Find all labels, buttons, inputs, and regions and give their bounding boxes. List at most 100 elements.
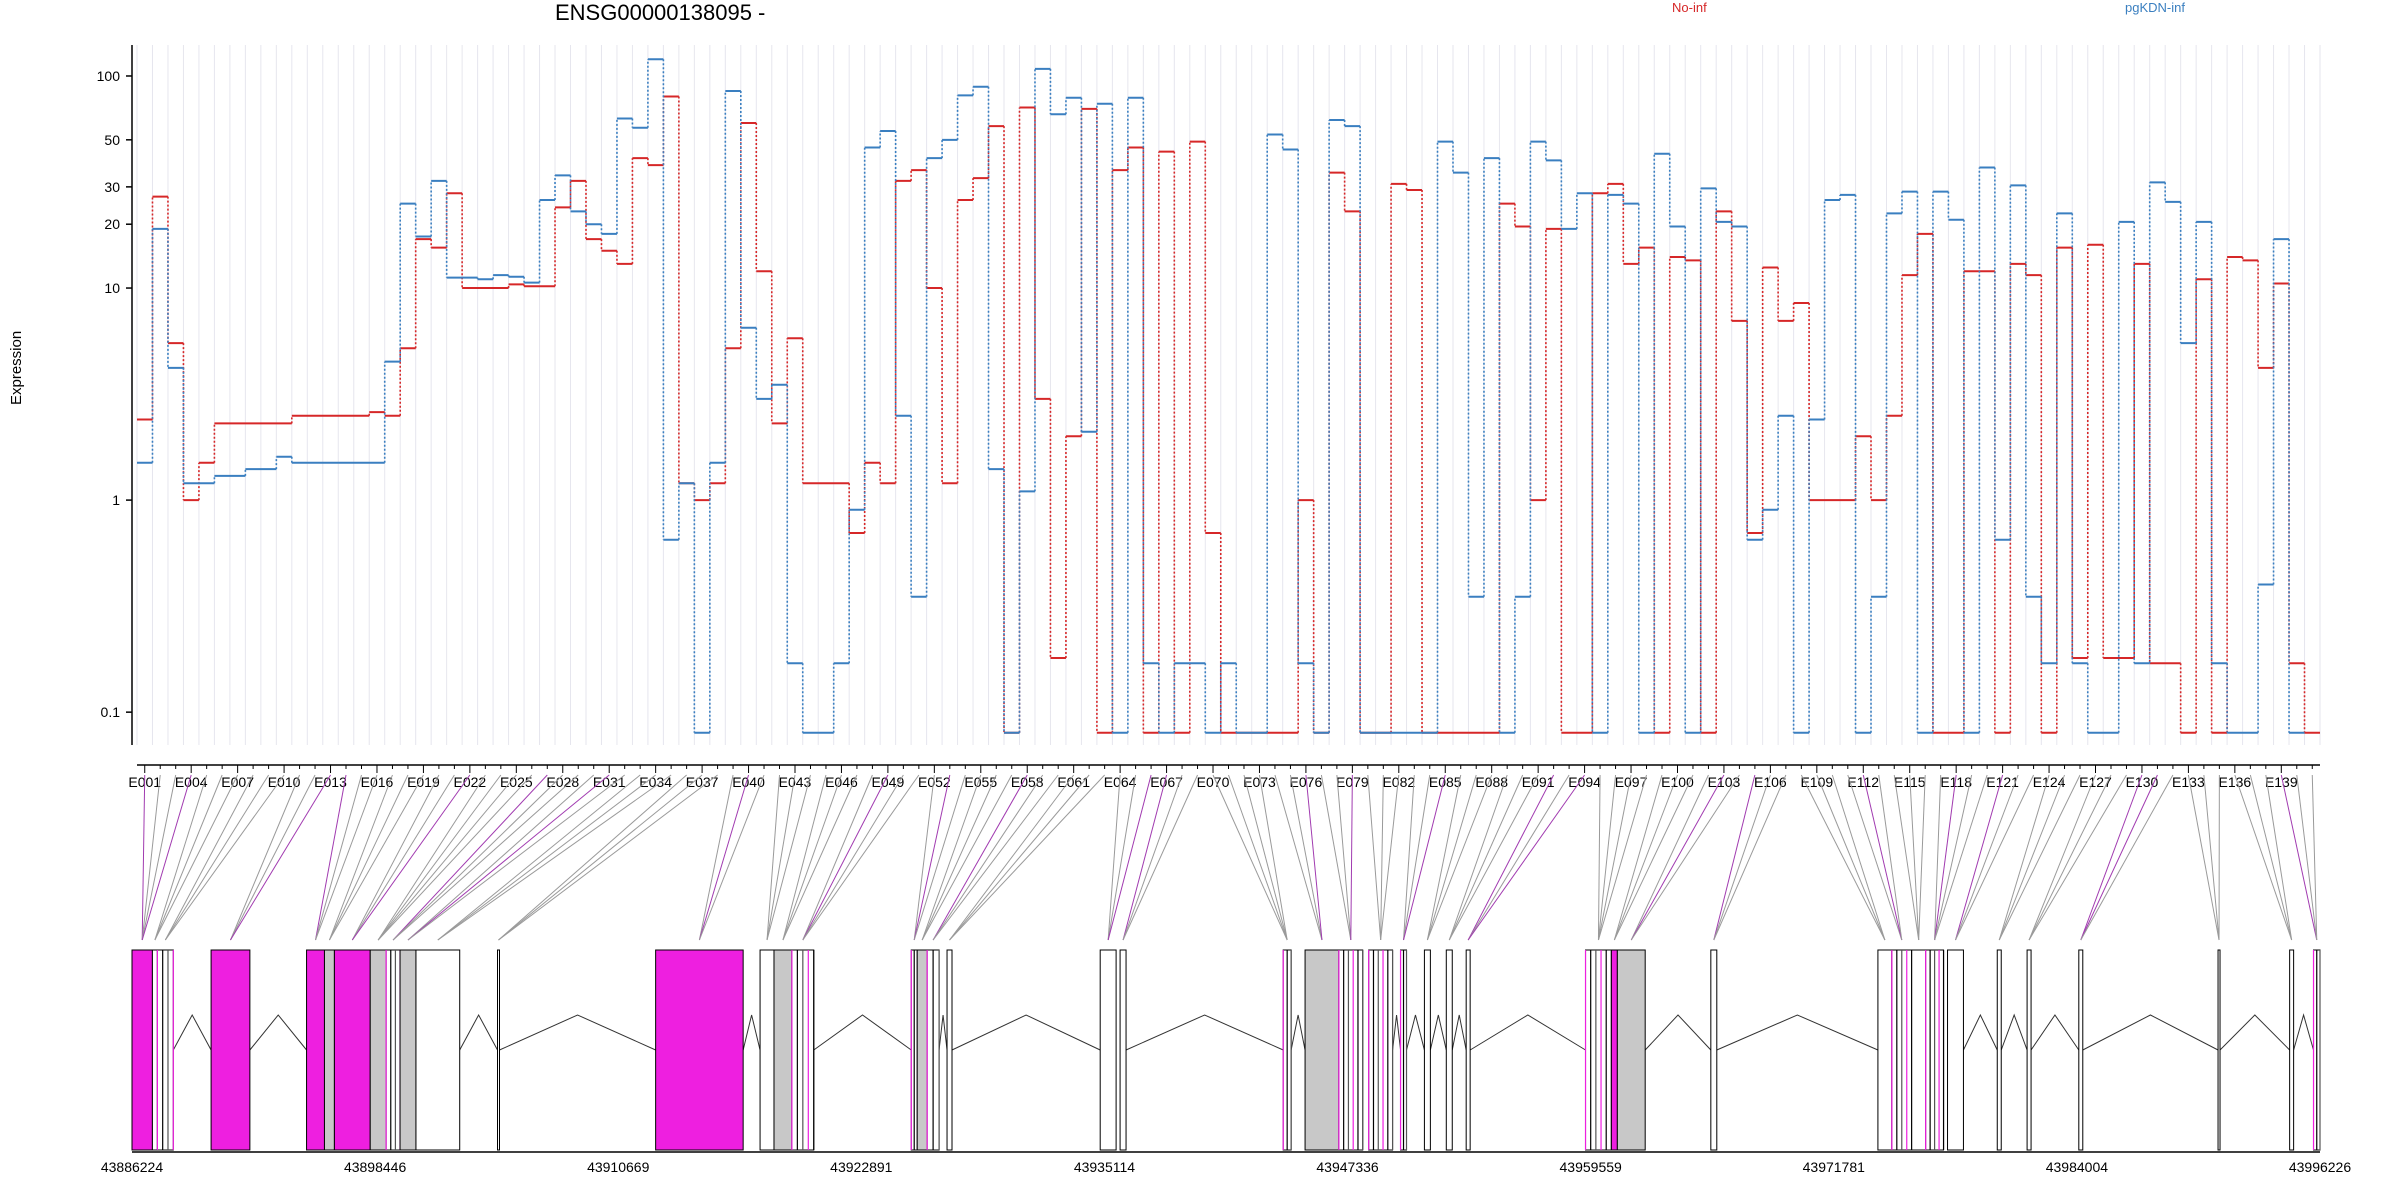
exon-connector (1367, 774, 1382, 941)
exon-block (946, 949, 953, 1151)
series-pgkdn-inf-levels (137, 58, 2305, 734)
exon-connector (782, 774, 827, 941)
exon-connector (2028, 774, 2112, 941)
exon-connector (407, 774, 595, 941)
exon-tick-label: E112 (1847, 774, 1879, 790)
exon-connector (1613, 774, 1678, 941)
exon-block (1445, 949, 1453, 1151)
genomic-tick-label: 43910669 (587, 1159, 650, 1175)
exon-connector (1107, 774, 1152, 941)
exon-tick-label: E085 (1429, 774, 1462, 790)
intron-connector (1429, 1014, 1447, 1051)
exon-connector (328, 774, 393, 941)
exon-connector (141, 774, 146, 941)
exon-block (1947, 949, 1964, 1151)
y-tick-label: 30 (104, 179, 120, 195)
exon-connector (2265, 774, 2293, 941)
intron-connector (742, 1014, 761, 1051)
exon-connector (1258, 774, 1288, 941)
exon-tick-label: E070 (1197, 774, 1230, 790)
exon-block (1465, 949, 1471, 1151)
exon-connector (1613, 774, 1663, 941)
exon-connector (1380, 774, 1384, 941)
exon-connector (1380, 774, 1400, 941)
exon-connector (1998, 774, 2081, 941)
exon-block (1996, 949, 2002, 1151)
exon-tick-label: E130 (2126, 774, 2159, 790)
y-tick-label: 100 (97, 68, 121, 84)
series-no-inf-steps (151, 96, 2306, 733)
exon-tick-label: E088 (1475, 774, 1508, 790)
legend-entry-pgkdn-inf: pgKDN-inf (2125, 0, 2185, 15)
exon-connector (498, 774, 703, 941)
exon-block (1616, 949, 1646, 1151)
exon-block (323, 949, 335, 1151)
exon-connector (1934, 774, 1988, 941)
exon-tick-label: E052 (918, 774, 951, 790)
intron-connector (1469, 1014, 1586, 1051)
exon-connector (698, 774, 750, 941)
intron-connector (499, 1014, 656, 1051)
exon-connector (1918, 774, 1926, 941)
exon-connector (1816, 774, 1886, 941)
intron-connector (459, 1013, 498, 1051)
exon-tick-label: E064 (1104, 774, 1137, 790)
exon-block (1585, 949, 1612, 1151)
exon-connector (1426, 774, 1493, 941)
exon-connector (1847, 774, 1903, 941)
exon-tick-label: E118 (1940, 774, 1972, 790)
exon-tick-label: E127 (2079, 774, 2112, 790)
y-tick-label: 50 (104, 132, 120, 148)
intron-connector (813, 1014, 912, 1051)
exon-connector (407, 774, 625, 941)
exon-connector (377, 774, 517, 941)
exon-connector (1630, 774, 1740, 941)
exon-connector (921, 774, 982, 941)
exon-tick-label: E091 (1522, 774, 1555, 790)
exon-block (1423, 949, 1431, 1151)
intron-connector (2219, 1014, 2291, 1051)
genomic-tick-label: 43971781 (1803, 1159, 1866, 1175)
exon-connector (1403, 774, 1446, 941)
exon-connector (1305, 774, 1323, 941)
y-tick-label: 0.1 (101, 704, 121, 720)
exon-tick-label: E058 (1011, 774, 1044, 790)
exon-connector (154, 774, 223, 941)
exon-block (1119, 949, 1127, 1151)
exon-connector (315, 774, 347, 941)
exon-connector (932, 774, 1059, 941)
y-tick-label: 1 (112, 492, 120, 508)
genomic-tick-label: 43984004 (2046, 1159, 2109, 1175)
exon-connector (1426, 774, 1477, 941)
exon-connector (1122, 774, 1198, 941)
exon-connector (1998, 774, 2066, 941)
exon-block (399, 949, 417, 1151)
exon-tick-label: E037 (686, 774, 719, 790)
exon-tick-label: E043 (779, 774, 812, 790)
exon-connector (315, 774, 362, 941)
exon-connector (377, 774, 533, 941)
exon-connector (1467, 774, 1555, 941)
exon-connector (1893, 774, 1920, 941)
exon-connector (766, 774, 811, 941)
exon-connector (1243, 774, 1288, 941)
exon-block (2026, 949, 2032, 1151)
genomic-tick-label: 43996226 (2289, 1159, 2352, 1175)
exon-connector (1597, 774, 1617, 941)
intron-connector (1451, 1014, 1467, 1051)
exon-connector (1448, 774, 1508, 941)
exon-tick-label: E016 (361, 774, 394, 790)
exon-connector (392, 774, 564, 941)
series-no-inf-levels (137, 95, 2320, 734)
intron-connector (1392, 1014, 1402, 1051)
y-tick-label: 10 (104, 280, 120, 296)
exon-connector (1862, 774, 1903, 941)
exon-connector (1597, 774, 1632, 941)
exon-block (1911, 949, 1927, 1151)
chart-title: ENSG00000138095 - (555, 0, 766, 25)
exon-connector (2080, 774, 2174, 941)
exon-connector (1448, 774, 1539, 941)
exon-connector (141, 774, 177, 941)
exon-connector (949, 774, 1075, 941)
intron-connector (1644, 1014, 1712, 1051)
